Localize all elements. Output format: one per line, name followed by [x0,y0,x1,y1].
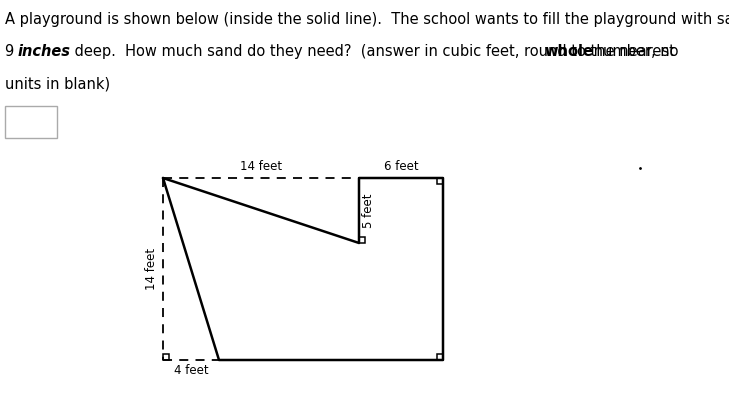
Text: units in blank): units in blank) [5,76,110,91]
Bar [5,106,57,138]
Text: 14 feet: 14 feet [145,248,158,290]
Text: 9: 9 [5,44,19,59]
Text: 5 feet: 5 feet [362,193,375,228]
Text: A playground is shown below (inside the solid line).  The school wants to fill t: A playground is shown below (inside the … [5,12,729,27]
Text: number, no: number, no [589,44,679,59]
Text: deep.  How much sand do they need?  (answer in cubic feet, round to the nearest: deep. How much sand do they need? (answe… [70,44,679,59]
Text: inches: inches [18,44,71,59]
Text: 6 feet: 6 feet [383,160,418,173]
Text: 4 feet: 4 feet [174,364,208,377]
Text: 14 feet: 14 feet [240,160,282,173]
Text: whole: whole [544,44,593,59]
